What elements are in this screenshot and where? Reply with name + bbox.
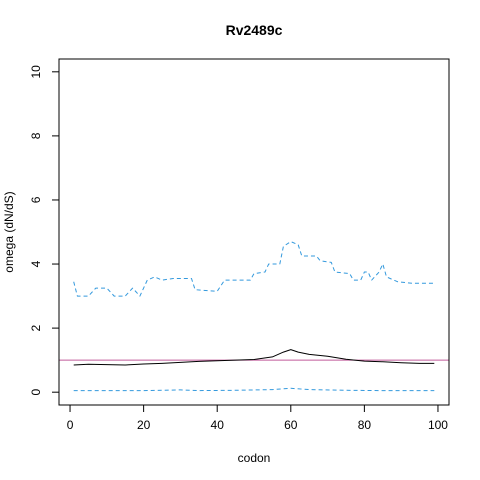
x-tick-label: 20: [137, 418, 151, 432]
x-tick-label: 100: [428, 418, 448, 432]
plot-frame: [58, 58, 450, 406]
x-axis-label: codon: [238, 451, 271, 465]
y-tick-label: 8: [29, 132, 43, 139]
x-tick-label: 0: [67, 418, 74, 432]
y-axis-label: omega (dN/dS): [2, 191, 16, 272]
chart-title: Rv2489c: [226, 22, 283, 38]
x-tick-label: 40: [211, 418, 225, 432]
y-tick-label: 10: [29, 65, 43, 79]
y-tick-label: 6: [29, 196, 43, 203]
y-tick-label: 0: [29, 389, 43, 396]
x-tick-label: 60: [284, 418, 298, 432]
y-tick-label: 4: [29, 260, 43, 267]
plot-area: 0 20 40 60 80 100 0 2 4 6 8 10: [29, 58, 450, 432]
series-line-estimate: [73, 349, 435, 366]
y-tick-label: 2: [29, 324, 43, 331]
series-line-upper: [73, 241, 435, 297]
series-line-lower: [73, 387, 435, 392]
x-tick-label: 80: [358, 418, 372, 432]
